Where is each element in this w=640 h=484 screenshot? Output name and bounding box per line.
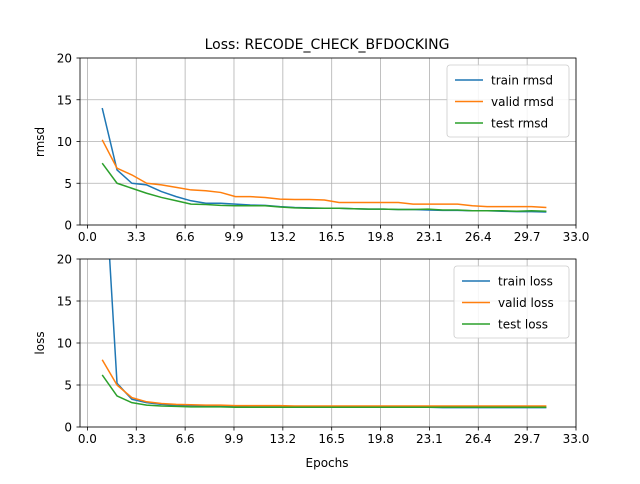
legend: train loss valid loss test loss [453,265,570,339]
x-tick-label: 13.2 [269,432,296,446]
legend: train rmsd valid rmsd test rmsd [446,64,570,138]
x-tick-label: 33.0 [563,230,590,244]
x-tick-label: 23.1 [416,432,443,446]
legend-label: test loss [498,318,548,332]
bottom-y-axis-label: loss [33,331,47,354]
loss-plot: 0.0 3.3 6.6 9.9 13.2 16.5 19.8 23.1 26.4 29.7 33.0… [57,253,590,447]
x-tick-label: 29.7 [514,230,541,244]
legend-label: valid loss [498,296,554,310]
x-tick-label: 13.2 [269,230,296,244]
legend-frame [446,64,570,138]
legend-frame [453,265,570,339]
top-y-axis-label: rmsd [33,127,47,157]
x-axis-label: Epochs [306,456,349,470]
x-tick-label: 16.5 [318,432,345,446]
x-tick-label: 9.9 [224,230,243,244]
x-tick-label: 16.5 [318,230,345,244]
y-tick-label: 15 [57,93,72,107]
series-line-test-rmsd [101,162,547,212]
x-tick-label: 23.1 [416,230,443,244]
y-tick-label: 15 [57,295,72,309]
chart-title: Loss: RECODE_CHECK_BFDOCKING [205,37,450,53]
y-tick-label: 10 [57,337,72,351]
x-tick-label: 3.3 [127,432,146,446]
x-tick-label: 3.3 [127,230,146,244]
x-tick-label: 26.4 [465,432,492,446]
y-tick-label: 0 [64,219,72,233]
series-line-valid-loss [101,359,547,407]
series-lines [101,107,547,213]
y-tick-label: 10 [57,135,72,149]
x-tick-label: 9.9 [224,432,243,446]
series-line-test-loss [101,374,547,409]
x-tick-label: 6.6 [176,432,195,446]
x-tick-label: 19.8 [367,230,394,244]
x-tick-label: 19.8 [367,432,394,446]
x-tick-label: 33.0 [563,432,590,446]
x-tick-label: 6.6 [176,230,195,244]
y-tick-label: 20 [57,52,72,66]
legend-label: train rmsd [491,74,553,88]
legend-label: valid rmsd [491,95,554,109]
legend-label: train loss [498,275,553,289]
series-lines [101,259,547,409]
x-tick-label: 0.0 [78,230,97,244]
x-tick-label: 26.4 [465,230,492,244]
y-tick-label: 0 [64,421,72,435]
rmsd-plot: 0.0 3.3 6.6 9.9 13.2 16.5 19.8 23.1 26.4 29.7 33.0… [57,52,590,245]
x-tick-label: 29.7 [514,432,541,446]
series-line-valid-rmsd [101,139,547,209]
y-tick-label: 20 [57,253,72,267]
y-tick-label: 5 [64,379,72,393]
legend-label: test rmsd [491,117,548,131]
x-tick-label: 0.0 [78,432,97,446]
y-tick-label: 5 [64,177,72,191]
